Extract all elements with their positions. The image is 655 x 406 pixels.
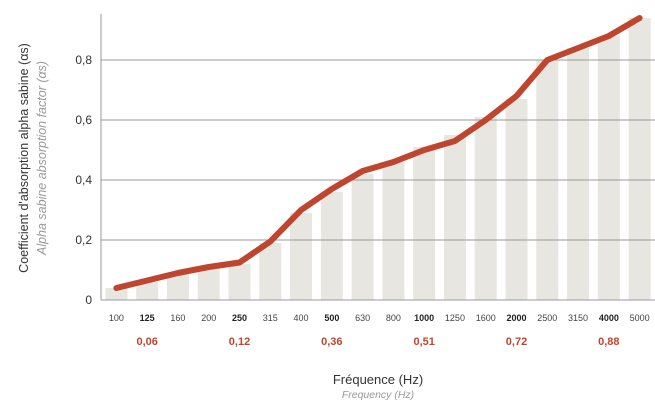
bar-500 [320, 192, 343, 300]
x-tick-label-1250: 1250 [445, 313, 465, 323]
x-axis-subtitle: Frequency (Hz) [342, 389, 414, 401]
y-ticks-group: 0 0,2 0,4 0,6 0,8 [75, 53, 92, 307]
x-tick-label-5000: 5000 [630, 313, 650, 323]
x-tick-label-1000: 1000 [414, 313, 434, 323]
y-tick-label: 0,8 [75, 53, 92, 67]
bar-630 [351, 174, 374, 300]
bar-5000 [628, 18, 651, 300]
alpha-value-1000: 0,51 [413, 336, 434, 348]
bar-160 [166, 273, 189, 300]
absorption-curve [113, 15, 643, 291]
x-tick-label-400: 400 [294, 313, 309, 323]
x-tick-label-2000: 2000 [506, 313, 526, 323]
bar-2000 [505, 99, 528, 300]
y-tick-label: 0,2 [75, 233, 92, 247]
alpha-value-4000: 0,88 [598, 336, 619, 348]
x-tick-label-500: 500 [324, 313, 339, 323]
alpha-values-group: 0,06 0,12 0,36 0,51 0,72 0,88 [136, 336, 619, 348]
x-tick-label-3150: 3150 [568, 313, 588, 323]
bar-100 [105, 288, 128, 300]
y-tick-label: 0,4 [75, 173, 92, 187]
alpha-value-250: 0,12 [229, 336, 250, 348]
alpha-value-125: 0,06 [136, 336, 157, 348]
x-tick-label-315: 315 [263, 313, 278, 323]
y-tick-label: 0 [85, 293, 92, 307]
bar-3150 [567, 48, 590, 300]
alpha-value-500: 0,36 [321, 336, 342, 348]
bar-800 [382, 162, 405, 300]
x-tick-label-100: 100 [109, 313, 124, 323]
x-tick-label-630: 630 [355, 313, 370, 323]
bar-1000 [413, 147, 436, 300]
x-ticks-group: 100 125 160 200 250 315 400 500 630 800 1000 1250 16… [109, 313, 650, 323]
x-axis-title: Fréquence (Hz) [333, 372, 423, 387]
x-tick-label-200: 200 [201, 313, 216, 323]
x-tick-label-250: 250 [232, 313, 247, 323]
x-tick-label-125: 125 [140, 313, 155, 323]
alpha-value-2000: 0,72 [506, 336, 527, 348]
x-tick-label-2500: 2500 [537, 313, 557, 323]
x-tick-label-1600: 1600 [476, 313, 496, 323]
y-tick-label: 0,6 [75, 113, 92, 127]
bar-400 [290, 213, 313, 300]
bar-1600 [474, 117, 497, 300]
bar-4000 [597, 36, 620, 300]
bar-125 [136, 282, 159, 300]
bar-1250 [443, 135, 466, 300]
x-tick-label-160: 160 [170, 313, 185, 323]
y-axis-title: Coefficient d'absorption alpha sabine (α… [17, 43, 31, 273]
x-tick-label-4000: 4000 [599, 313, 619, 323]
bar-200 [197, 267, 220, 300]
grid-group [101, 59, 655, 301]
bar-315 [259, 243, 282, 300]
bar-250 [228, 264, 251, 300]
y-axis-subtitle: Alpha sabine absorption factor (αs) [35, 61, 49, 256]
x-tick-label-800: 800 [386, 313, 401, 323]
